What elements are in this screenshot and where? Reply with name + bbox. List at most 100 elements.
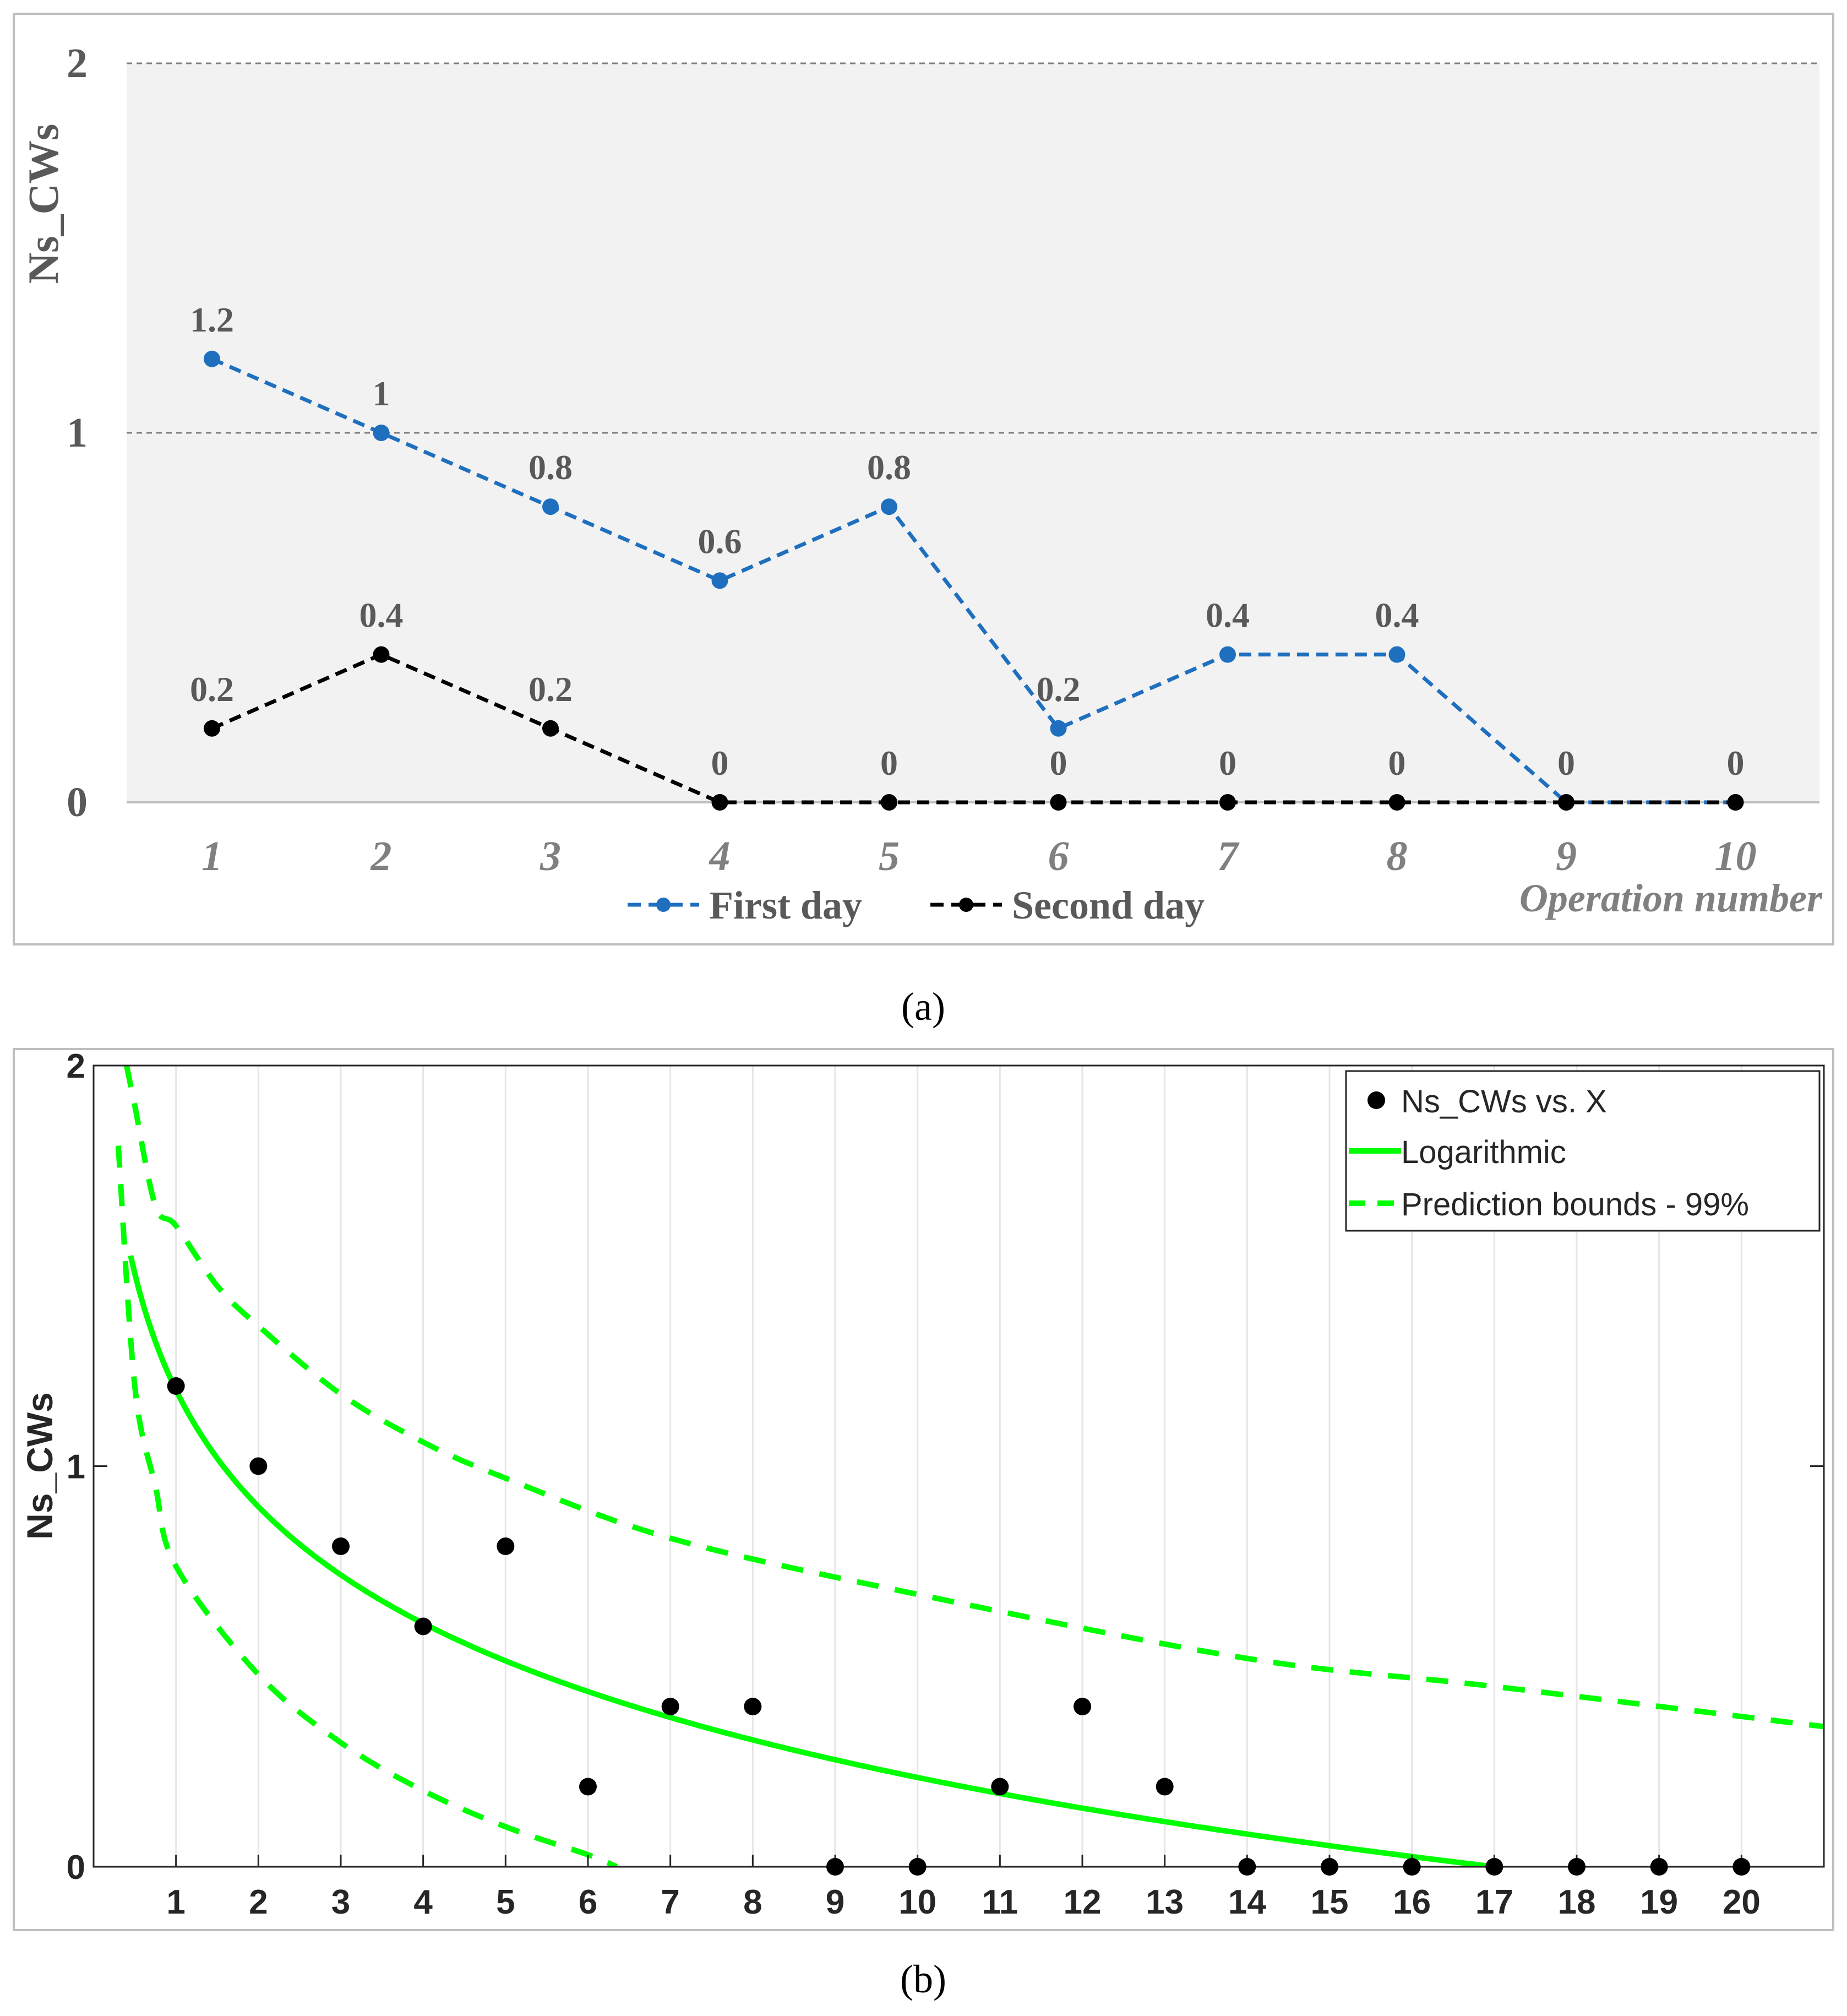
data-point <box>1403 1858 1421 1876</box>
legend-second-day-label: Second day <box>1012 883 1205 927</box>
x-tick-label: 8 <box>743 1883 762 1921</box>
legend-bounds-label: Prediction bounds - 99% <box>1401 1187 1749 1222</box>
y-tick-label: 1 <box>67 410 88 456</box>
panel-a-y-axis-label: Ns_CWs <box>19 124 67 284</box>
data-point-second-day <box>204 720 220 737</box>
x-tick-label: 7 <box>661 1883 679 1921</box>
data-point <box>1568 1858 1586 1876</box>
y-tick-label: 2 <box>67 1047 85 1085</box>
data-label: 0.4 <box>359 596 404 635</box>
data-point <box>1156 1778 1174 1796</box>
data-point-second-day <box>711 794 728 811</box>
data-point <box>414 1617 432 1635</box>
x-tick-label: 9 <box>1556 833 1577 879</box>
panel-a: 012 Ns_CWs 1 2 3 4 5 6 7 8 9 10 Operation number … <box>13 13 1834 945</box>
data-label: 0.6 <box>698 521 742 561</box>
x-tick-label: 15 <box>1311 1883 1349 1921</box>
panel-a-caption: (a) <box>901 985 945 1029</box>
data-point-second-day <box>1050 794 1067 811</box>
legend-points-marker <box>1367 1091 1385 1109</box>
x-tick-label: 6 <box>1048 833 1069 879</box>
x-tick-label: 13 <box>1146 1883 1184 1921</box>
data-point <box>497 1537 515 1555</box>
panel-b: 012 1 2 3 4 5 6 7 8 9 10 11 12 13 14 15 16 17 18 19 20 Ns_C… <box>13 1047 1834 1931</box>
data-label: 0 <box>1557 743 1575 783</box>
data-point-first-day <box>711 572 728 589</box>
data-label: 0 <box>1727 743 1745 783</box>
x-tick-label: 3 <box>331 1883 350 1921</box>
x-tick-label: 17 <box>1475 1883 1513 1921</box>
data-point <box>991 1778 1009 1796</box>
data-point-second-day <box>542 720 559 737</box>
data-point <box>1074 1698 1091 1715</box>
data-point <box>249 1457 268 1475</box>
legend-first-day-marker <box>656 898 671 912</box>
x-tick-label: 14 <box>1228 1883 1266 1921</box>
panel-b-axes-box <box>92 1064 1825 1868</box>
fit-curve-logarithmic <box>128 1255 1495 1867</box>
x-tick-label: 2 <box>371 833 392 879</box>
x-tick-label: 6 <box>579 1883 597 1921</box>
data-label: 0 <box>1050 743 1067 783</box>
data-point <box>332 1537 350 1555</box>
x-tick-label: 3 <box>540 833 561 879</box>
data-label: 0.4 <box>1375 596 1419 635</box>
prediction-bound-lower <box>115 1145 618 1867</box>
data-label: 0.8 <box>529 448 573 487</box>
data-point <box>1732 1858 1751 1876</box>
data-label: 0.2 <box>529 670 573 709</box>
data-point-second-day <box>1219 794 1236 811</box>
series-line-first-day <box>211 357 1736 805</box>
data-point <box>1238 1858 1256 1876</box>
x-tick-label: 2 <box>249 1883 268 1921</box>
data-point-second-day <box>373 646 390 663</box>
x-tick-label: 4 <box>413 1883 433 1921</box>
panel-a-x-axis-label: Operation number <box>1519 876 1823 920</box>
x-tick-label: 5 <box>496 1883 515 1921</box>
data-label: 0 <box>711 743 729 783</box>
legend-second-day-marker <box>959 898 973 912</box>
data-label: 1 <box>373 374 390 413</box>
data-point <box>1485 1858 1503 1876</box>
data-point <box>579 1778 597 1796</box>
data-point <box>661 1698 679 1715</box>
x-tick-label: 9 <box>826 1883 845 1921</box>
x-tick-label: 20 <box>1723 1883 1761 1921</box>
x-tick-label: 4 <box>709 833 731 879</box>
x-tick-label: 12 <box>1064 1883 1102 1921</box>
data-label: 0.4 <box>1206 596 1250 635</box>
legend-points-label: Ns_CWs vs. X <box>1401 1084 1607 1120</box>
series-line-second-day <box>211 652 1736 805</box>
y-tick-label: 2 <box>67 40 88 86</box>
data-point <box>826 1858 844 1876</box>
x-tick-label: 1 <box>166 1883 185 1921</box>
data-label: 0.2 <box>1037 670 1081 709</box>
x-tick-label: 1 <box>201 833 222 879</box>
x-tick-label: 5 <box>879 833 900 879</box>
data-label: 0 <box>880 743 898 783</box>
data-point-first-day <box>373 425 390 441</box>
data-point <box>167 1377 185 1395</box>
x-tick-label: 19 <box>1640 1883 1678 1921</box>
data-point <box>1321 1858 1338 1876</box>
legend-first-day-label: First day <box>709 883 862 927</box>
y-tick-label: 1 <box>67 1448 85 1486</box>
data-label: 0 <box>1219 743 1236 783</box>
data-label: 1.2 <box>190 300 234 339</box>
data-point-first-day <box>881 498 897 515</box>
x-tick-label: 7 <box>1217 833 1240 879</box>
panel-b-legend: Ns_CWs vs. X Logarithmic Prediction boun… <box>1345 1070 1821 1232</box>
data-label: 0.8 <box>867 448 911 487</box>
panel-b-y-axis-label: Ns_CWs <box>19 1392 60 1540</box>
data-point-first-day <box>1050 720 1067 737</box>
data-point <box>1650 1858 1668 1876</box>
data-point-second-day <box>1727 794 1744 811</box>
data-point-first-day <box>1219 646 1236 663</box>
x-tick-label: 10 <box>898 1883 936 1921</box>
x-tick-label: 18 <box>1558 1883 1596 1921</box>
panel-a-legend: First day Second day <box>628 883 1205 927</box>
x-tick-label: 11 <box>982 1883 1018 1921</box>
data-point-second-day <box>1558 794 1574 811</box>
x-tick-label: 10 <box>1715 833 1757 879</box>
